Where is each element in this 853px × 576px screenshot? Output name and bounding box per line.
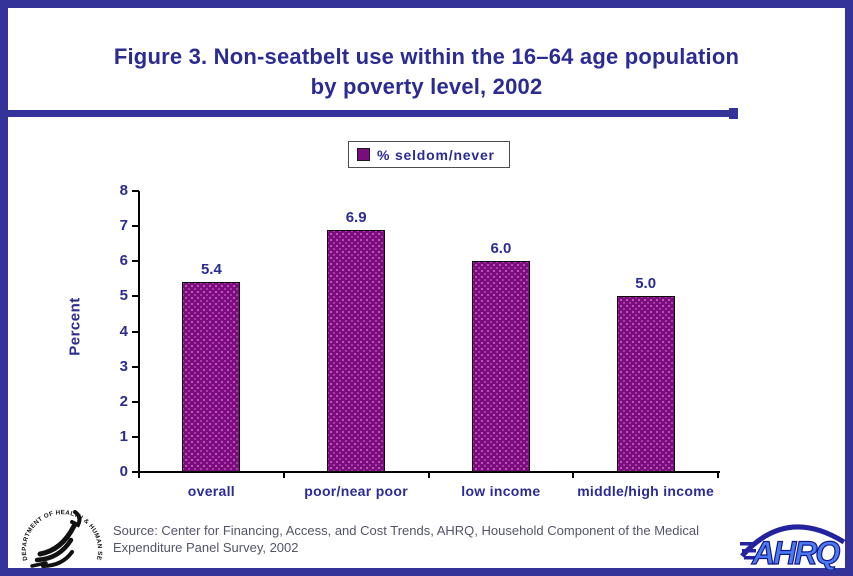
x-tick-mark — [282, 471, 285, 478]
y-axis-line — [138, 191, 140, 473]
bar-overall — [182, 282, 241, 472]
category-label: low income — [461, 483, 541, 499]
source-note-line2: Expenditure Panel Survey, 2002 — [113, 540, 299, 555]
y-tick-mark — [132, 260, 139, 263]
y-tick-mark — [132, 471, 139, 473]
bar-poor-near-poor — [327, 229, 386, 472]
legend-swatch-icon — [357, 148, 370, 161]
y-tick-mark — [132, 365, 139, 368]
bar-low-income — [471, 261, 530, 472]
chart-title: Figure 3. Non-seatbelt use within the 16… — [0, 42, 853, 102]
x-tick-mark — [427, 471, 430, 478]
bar-value-label: 5.0 — [635, 275, 657, 293]
y-axis-title: Percent — [66, 297, 84, 356]
category-label: middle/high income — [577, 483, 715, 499]
y-tick-mark — [132, 225, 139, 228]
bar-value-label: 6.9 — [345, 208, 367, 226]
bar-middle-high-income — [616, 296, 675, 472]
ahrq-wordmark: AHRQ — [751, 535, 840, 570]
y-tick-mark — [132, 400, 139, 403]
y-tick-label: 3 — [119, 357, 128, 375]
y-tick-label: 1 — [119, 427, 128, 445]
bar-value-label: 6.0 — [490, 240, 512, 258]
y-tick-mark — [132, 330, 139, 333]
bar-value-label: 5.4 — [200, 261, 222, 279]
category-label: poor/near poor — [304, 483, 408, 499]
y-tick-label: 0 — [119, 463, 128, 480]
y-tick-label: 2 — [119, 392, 128, 410]
x-tick-mark — [138, 471, 140, 478]
ahrq-logo: AHRQ — [740, 524, 846, 570]
ahrq-swoosh-icon — [740, 524, 846, 558]
source-note: Source: Center for Financing, Access, an… — [113, 522, 733, 556]
title-divider-endcap — [729, 108, 738, 119]
y-tick-label: 5 — [119, 287, 128, 305]
y-tick-mark — [132, 295, 139, 298]
y-tick-label: 8 — [119, 182, 128, 199]
ahrq-speedlines-icon — [740, 542, 756, 560]
x-tick-mark — [572, 471, 575, 478]
chart-title-line1: Figure 3. Non-seatbelt use within the 16… — [113, 44, 740, 69]
legend: % seldom/never — [348, 141, 510, 168]
hhs-eagle-icon — [30, 510, 82, 568]
chart-title-line2: by poverty level, 2002 — [310, 74, 543, 99]
y-tick-mark — [132, 190, 139, 192]
y-tick-label: 7 — [119, 217, 128, 235]
source-note-line1: Source: Center for Financing, Access, an… — [113, 523, 700, 538]
x-tick-mark — [717, 471, 719, 478]
category-label: overall — [187, 483, 235, 499]
y-tick-label: 4 — [119, 322, 128, 340]
y-tick-label: 6 — [119, 252, 128, 270]
y-tick-mark — [132, 435, 139, 438]
hhs-logo: DEPARTMENT OF HEALTH & HUMAN SERVICES • … — [12, 496, 103, 568]
title-divider-bar — [8, 110, 730, 117]
legend-label: % seldom/never — [377, 146, 495, 163]
